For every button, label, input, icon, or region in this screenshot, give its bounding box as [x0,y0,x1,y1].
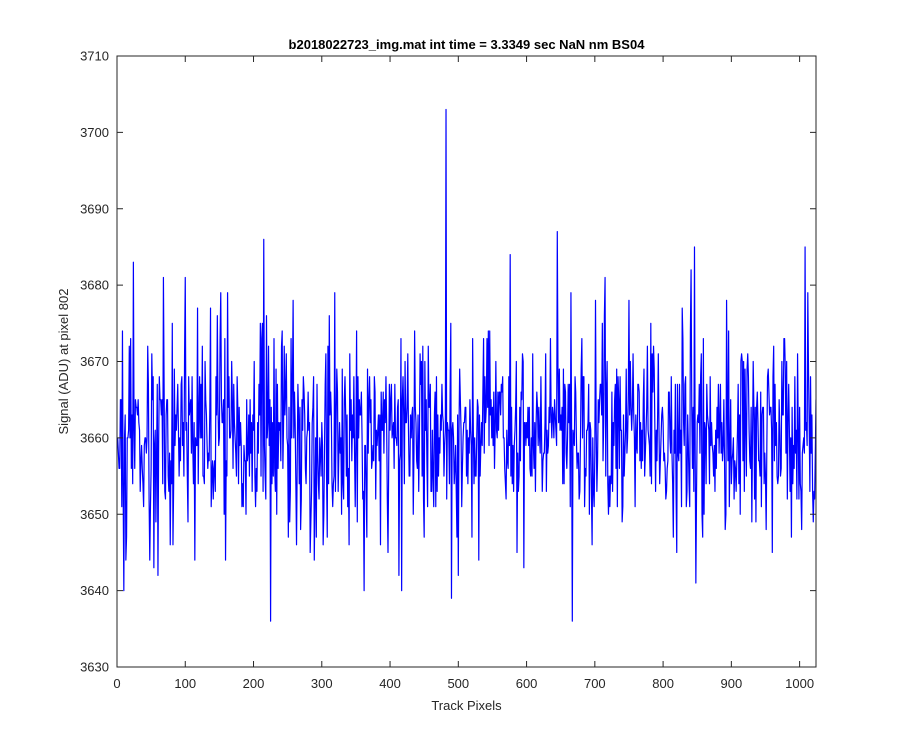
y-tick-label: 3710 [80,49,109,64]
x-tick-label: 300 [311,676,333,691]
y-tick-label: 3650 [80,507,109,522]
plot-area [117,56,816,667]
x-tick-label: 700 [584,676,606,691]
x-tick-label: 400 [379,676,401,691]
x-tick-label: 900 [721,676,743,691]
y-tick-label: 3680 [80,278,109,293]
x-tick-label: 0 [113,676,120,691]
chart-title: b2018022723_img.mat int time = 3.3349 se… [289,37,646,52]
y-axis-label: Signal (ADU) at pixel 802 [56,289,71,435]
y-tick-label: 3690 [80,201,109,216]
x-tick-label: 500 [447,676,469,691]
y-tick-label: 3630 [80,660,109,675]
x-axis: 0 100 200 300 400 500 600 700 800 900 1000 [113,56,814,691]
series-line-0 [117,108,816,622]
x-tick-label: 1000 [785,676,814,691]
x-tick-label: 200 [243,676,265,691]
series-layer [117,108,816,622]
y-tick-label: 3640 [80,583,109,598]
y-tick-label: 3660 [80,430,109,445]
x-tick-label: 100 [174,676,196,691]
y-tick-label: 3670 [80,354,109,369]
y-tick-label: 3700 [80,125,109,140]
x-tick-label: 800 [652,676,674,691]
x-axis-label: Track Pixels [431,698,502,713]
x-tick-label: 600 [516,676,538,691]
y-axis: 3630 3640 3650 3660 3670 3680 3690 3700 3710 [80,49,816,675]
